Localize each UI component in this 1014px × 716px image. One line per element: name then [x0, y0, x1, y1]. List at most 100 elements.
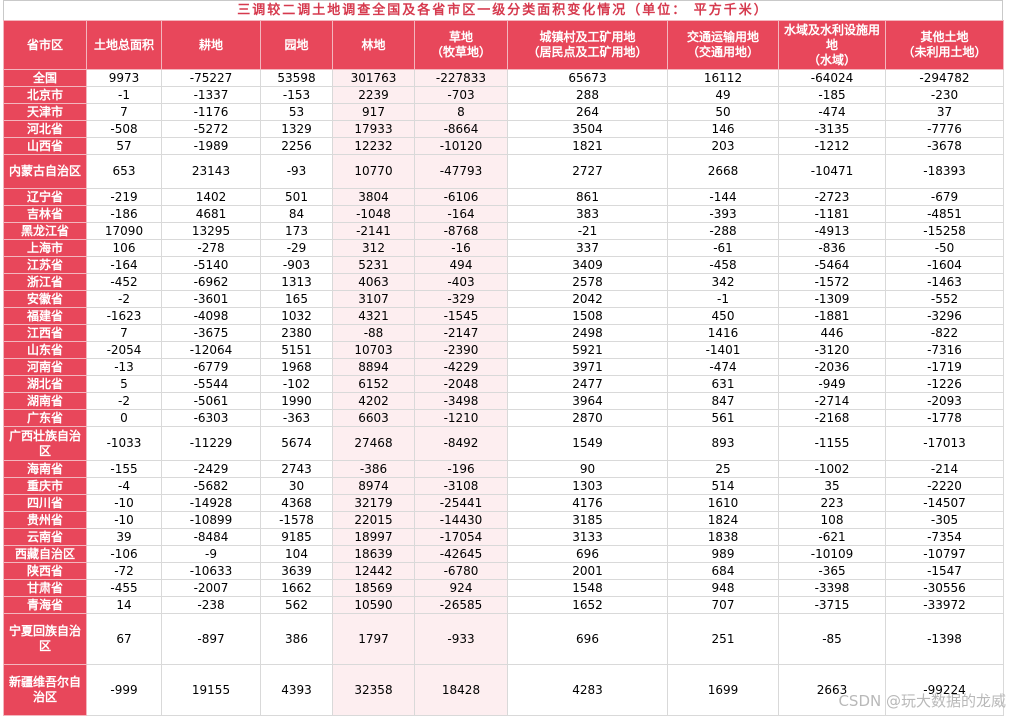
- data-cell-other[interactable]: -14507: [885, 494, 1004, 512]
- data-cell-other[interactable]: -1226: [885, 375, 1004, 393]
- row-header-cell[interactable]: 黑龙江省: [3, 222, 87, 240]
- data-cell-urban-industrial[interactable]: 288: [507, 86, 668, 104]
- data-cell-water[interactable]: -1572: [778, 273, 886, 291]
- data-cell-other[interactable]: -1398: [885, 613, 1004, 665]
- row-header-cell[interactable]: 安徽省: [3, 290, 87, 308]
- data-cell-cultivated[interactable]: -10633: [161, 562, 261, 580]
- data-cell-urban-industrial[interactable]: 2727: [507, 154, 668, 189]
- data-cell-total-area[interactable]: 0: [86, 409, 162, 427]
- data-cell-water[interactable]: 108: [778, 511, 886, 529]
- row-header-cell[interactable]: 吉林省: [3, 205, 87, 223]
- data-cell-water[interactable]: -4913: [778, 222, 886, 240]
- data-cell-water[interactable]: -2168: [778, 409, 886, 427]
- data-cell-water[interactable]: -5464: [778, 256, 886, 274]
- data-cell-other[interactable]: -30556: [885, 579, 1004, 597]
- data-cell-transport[interactable]: 989: [667, 545, 779, 563]
- data-cell-cultivated[interactable]: -6962: [161, 273, 261, 291]
- data-cell-total-area[interactable]: -186: [86, 205, 162, 223]
- data-cell-urban-industrial[interactable]: -21: [507, 222, 668, 240]
- data-cell-transport[interactable]: 25: [667, 460, 779, 478]
- data-cell-water[interactable]: -1002: [778, 460, 886, 478]
- data-cell-other[interactable]: -294782: [885, 69, 1004, 87]
- data-cell-urban-industrial[interactable]: 264: [507, 103, 668, 121]
- data-cell-cultivated[interactable]: -12064: [161, 341, 261, 359]
- data-cell-urban-industrial[interactable]: 1652: [507, 596, 668, 614]
- data-cell-transport[interactable]: 251: [667, 613, 779, 665]
- data-cell-total-area[interactable]: -508: [86, 120, 162, 138]
- data-cell-urban-industrial[interactable]: 4176: [507, 494, 668, 512]
- data-cell-garden[interactable]: -153: [260, 86, 333, 104]
- data-cell-urban-industrial[interactable]: 696: [507, 545, 668, 563]
- row-header-cell[interactable]: 辽宁省: [3, 188, 87, 206]
- data-cell-forest[interactable]: 917: [332, 103, 415, 121]
- data-cell-cultivated[interactable]: -5544: [161, 375, 261, 393]
- data-cell-total-area[interactable]: -155: [86, 460, 162, 478]
- data-cell-garden[interactable]: 53: [260, 103, 333, 121]
- data-cell-transport[interactable]: 948: [667, 579, 779, 597]
- data-cell-grassland[interactable]: 494: [414, 256, 508, 274]
- data-cell-garden[interactable]: 1662: [260, 579, 333, 597]
- data-cell-cultivated[interactable]: 23143: [161, 154, 261, 189]
- data-cell-grassland[interactable]: -17054: [414, 528, 508, 546]
- data-cell-cultivated[interactable]: -14928: [161, 494, 261, 512]
- data-cell-transport[interactable]: 450: [667, 307, 779, 325]
- data-cell-total-area[interactable]: -164: [86, 256, 162, 274]
- data-cell-grassland[interactable]: -8768: [414, 222, 508, 240]
- data-cell-cultivated[interactable]: -10899: [161, 511, 261, 529]
- data-cell-forest[interactable]: 32358: [332, 664, 415, 716]
- data-cell-water[interactable]: -3135: [778, 120, 886, 138]
- data-cell-garden[interactable]: 1313: [260, 273, 333, 291]
- data-cell-garden[interactable]: -29: [260, 239, 333, 257]
- data-cell-other[interactable]: -822: [885, 324, 1004, 342]
- data-cell-total-area[interactable]: -106: [86, 545, 162, 563]
- data-cell-urban-industrial[interactable]: 3133: [507, 528, 668, 546]
- data-cell-transport[interactable]: -393: [667, 205, 779, 223]
- header-col-urban-industrial[interactable]: 城镇村及工矿用地 （居民点及工矿用地）: [507, 20, 668, 70]
- data-cell-total-area[interactable]: 7: [86, 103, 162, 121]
- data-cell-garden[interactable]: -93: [260, 154, 333, 189]
- data-cell-grassland[interactable]: -26585: [414, 596, 508, 614]
- data-cell-water[interactable]: -1181: [778, 205, 886, 223]
- data-cell-forest[interactable]: 301763: [332, 69, 415, 87]
- data-cell-grassland[interactable]: -227833: [414, 69, 508, 87]
- data-cell-other[interactable]: -1463: [885, 273, 1004, 291]
- data-cell-grassland[interactable]: -14430: [414, 511, 508, 529]
- data-cell-forest[interactable]: 3107: [332, 290, 415, 308]
- data-cell-forest[interactable]: 10590: [332, 596, 415, 614]
- data-cell-grassland[interactable]: -933: [414, 613, 508, 665]
- data-cell-transport[interactable]: 16112: [667, 69, 779, 87]
- data-cell-cultivated[interactable]: 13295: [161, 222, 261, 240]
- data-cell-garden[interactable]: -363: [260, 409, 333, 427]
- row-header-cell[interactable]: 宁夏回族自治区: [3, 613, 87, 665]
- data-cell-garden[interactable]: 104: [260, 545, 333, 563]
- data-cell-transport[interactable]: -144: [667, 188, 779, 206]
- data-cell-forest[interactable]: 2239: [332, 86, 415, 104]
- row-header-cell[interactable]: 西藏自治区: [3, 545, 87, 563]
- data-cell-water[interactable]: -85: [778, 613, 886, 665]
- data-cell-cultivated[interactable]: -11229: [161, 426, 261, 461]
- data-cell-transport[interactable]: 2668: [667, 154, 779, 189]
- data-cell-garden[interactable]: 4393: [260, 664, 333, 716]
- data-cell-other[interactable]: -1604: [885, 256, 1004, 274]
- row-header-cell[interactable]: 甘肃省: [3, 579, 87, 597]
- data-cell-total-area[interactable]: -72: [86, 562, 162, 580]
- row-header-cell[interactable]: 山西省: [3, 137, 87, 155]
- data-cell-urban-industrial[interactable]: 4283: [507, 664, 668, 716]
- data-cell-forest[interactable]: 12442: [332, 562, 415, 580]
- data-cell-total-area[interactable]: -13: [86, 358, 162, 376]
- data-cell-garden[interactable]: 501: [260, 188, 333, 206]
- data-cell-other[interactable]: -2093: [885, 392, 1004, 410]
- data-cell-transport[interactable]: 203: [667, 137, 779, 155]
- data-cell-urban-industrial[interactable]: 1508: [507, 307, 668, 325]
- data-cell-water[interactable]: 35: [778, 477, 886, 495]
- data-cell-total-area[interactable]: 9973: [86, 69, 162, 87]
- data-cell-water[interactable]: -2723: [778, 188, 886, 206]
- data-cell-forest[interactable]: 8894: [332, 358, 415, 376]
- data-cell-urban-industrial[interactable]: 861: [507, 188, 668, 206]
- data-cell-grassland[interactable]: -2048: [414, 375, 508, 393]
- data-cell-garden[interactable]: 1329: [260, 120, 333, 138]
- data-cell-forest[interactable]: 27468: [332, 426, 415, 461]
- data-cell-garden[interactable]: -1578: [260, 511, 333, 529]
- data-cell-forest[interactable]: -2141: [332, 222, 415, 240]
- data-cell-grassland[interactable]: -196: [414, 460, 508, 478]
